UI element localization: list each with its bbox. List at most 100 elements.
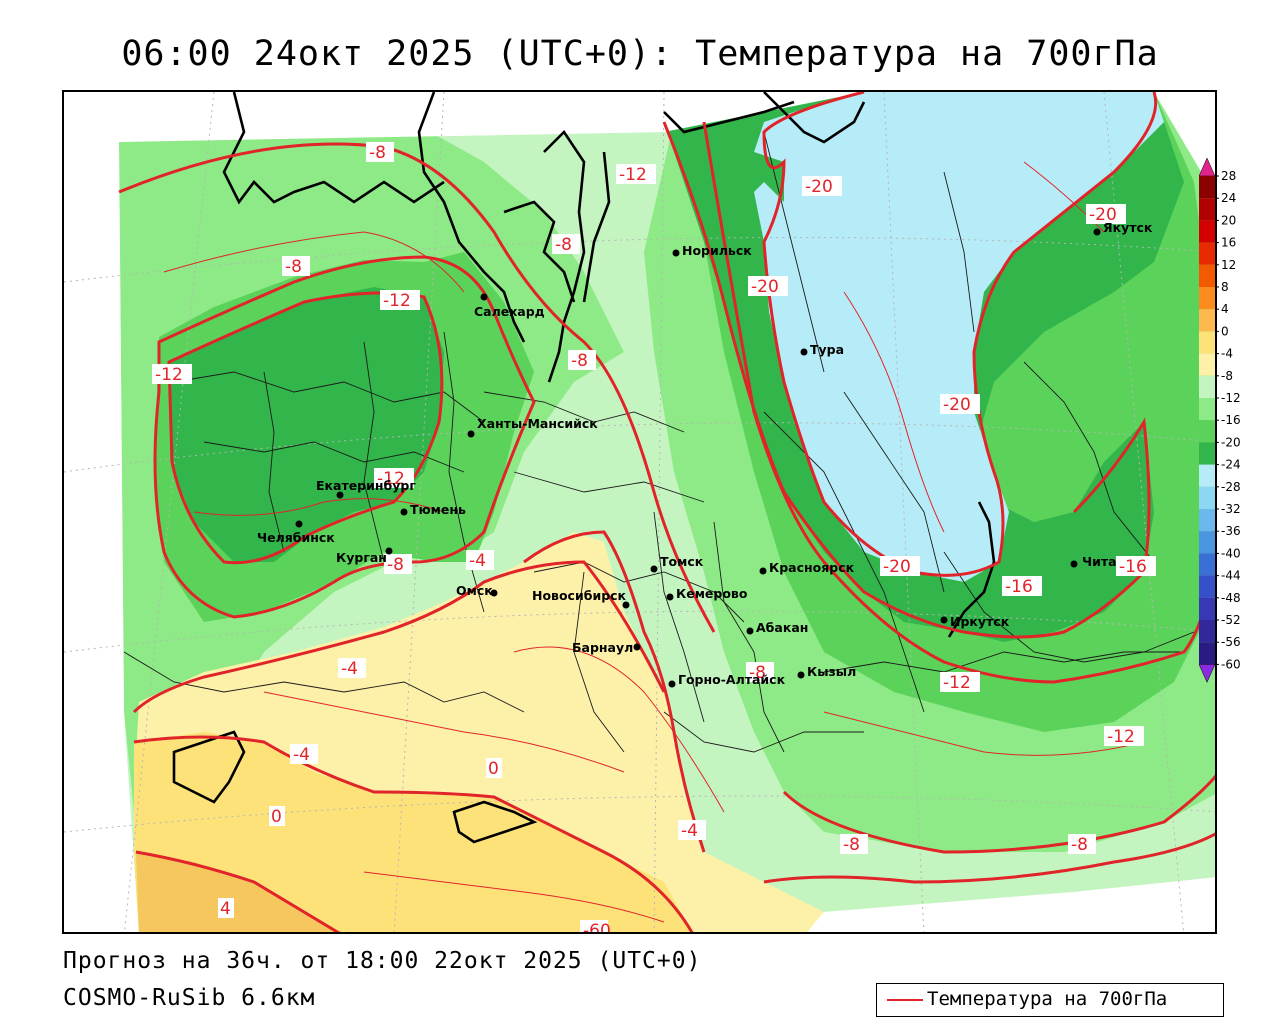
svg-text:-8: -8: [1071, 835, 1088, 855]
colorbar-tick-label: 8: [1221, 280, 1229, 294]
colorbar-cell: [1199, 420, 1215, 443]
colorbar-tick-label: 28: [1221, 169, 1236, 183]
colorbar-cell: [1199, 220, 1215, 243]
colorbar-cell: [1199, 553, 1215, 576]
isotherm-label: -4: [466, 550, 494, 571]
isotherm-label: -8: [840, 834, 868, 855]
svg-text:Новосибирск: Новосибирск: [532, 588, 627, 603]
isotherm-label: -4: [678, 820, 706, 841]
region-orange: [136, 852, 338, 932]
isotherm-label: -8: [568, 350, 596, 371]
svg-text:Тура: Тура: [810, 342, 844, 357]
region-cold-blue: [754, 92, 1164, 582]
forecast-info: Прогноз на 36ч. от 18:00 22окт 2025 (UTC…: [63, 948, 702, 974]
colorbar-cell: [1199, 509, 1215, 532]
city-kyzyl: Кызыл: [797, 664, 856, 679]
svg-text:Екатеринбург: Екатеринбург: [316, 478, 416, 493]
isotherm-label: -8: [384, 554, 412, 575]
city-khanty-mansiysk: Ханты-Мансийск: [467, 416, 598, 438]
colorbar-top-arrow: [1199, 158, 1216, 177]
city-tyumen: Тюмень: [400, 502, 466, 517]
svg-text:4: 4: [220, 899, 231, 919]
legend-label: Температура на 700гПа: [927, 988, 1168, 1010]
isotherm-label: -4: [338, 658, 366, 679]
isotherm-label: -20: [880, 556, 920, 577]
isotherm-label: -60: [580, 920, 611, 934]
isotherm-label: -12: [152, 364, 192, 385]
colorbar-cell: [1199, 531, 1215, 554]
colorbar-cell: [1199, 642, 1215, 665]
svg-text:-8: -8: [369, 143, 386, 163]
svg-text:-20: -20: [1089, 205, 1117, 225]
isotherm-label: -4: [290, 744, 318, 765]
svg-text:-60: -60: [583, 921, 611, 934]
city-krasnoyarsk: Красноярск: [759, 560, 855, 575]
svg-text:Салехард: Салехард: [474, 304, 545, 319]
colorbar-tick-label: 4: [1221, 302, 1229, 316]
colorbar-cell: [1199, 486, 1215, 509]
svg-text:-8: -8: [749, 663, 766, 683]
svg-text:-4: -4: [293, 745, 310, 765]
city-barnaul: Барнаул: [572, 640, 641, 655]
svg-text:-20: -20: [751, 277, 779, 297]
isotherm-label: -8: [746, 662, 774, 683]
city-salekhard: Салехард: [474, 293, 545, 319]
temperature-map: -8 -12 -20 -20 -8 -8 -12 -20 -12 -8 -20 …: [64, 92, 1215, 934]
colorbar-tick-label: -60: [1221, 657, 1241, 671]
svg-text:-20: -20: [943, 395, 971, 415]
region-outside-domain-south: [807, 877, 1215, 932]
svg-text:-12: -12: [1107, 727, 1135, 747]
svg-text:0: 0: [488, 759, 499, 779]
colorbar-tick-label: 12: [1221, 258, 1236, 272]
colorbar-tick-label: -4: [1221, 347, 1233, 361]
colorbar-tick-label: -56: [1221, 635, 1241, 649]
svg-text:Курган: Курган: [336, 550, 387, 565]
city-irkutsk: Иркутск: [940, 614, 1010, 629]
city-kurgan: Курган: [336, 547, 393, 565]
city-yakutsk: Якутск: [1093, 220, 1153, 236]
isotherm-label: -8: [552, 234, 580, 255]
colorbar-cell: [1199, 464, 1215, 487]
isotherm-label: 0: [486, 758, 502, 779]
colorbar-tick-label: -32: [1221, 502, 1241, 516]
colorbar-tick-label: -8: [1221, 369, 1233, 383]
isotherm-label: -8: [282, 256, 310, 277]
city-kemerovo: Кемерово: [666, 586, 748, 601]
svg-text:Барнаул: Барнаул: [572, 640, 633, 655]
svg-text:Абакан: Абакан: [756, 620, 808, 635]
isotherm-label: -12: [374, 468, 414, 489]
isotherm-label: -12: [1104, 726, 1144, 747]
colorbar-tick-label: -24: [1221, 458, 1241, 472]
svg-text:Красноярск: Красноярск: [769, 560, 855, 575]
city-gorno-altaysk: Горно-Алтайск: [668, 672, 786, 688]
admin-borders: [123, 131, 1195, 753]
colorbar-tick-label: -52: [1221, 613, 1241, 627]
isotherm-label: 0: [269, 806, 285, 827]
region-yellow: [134, 732, 692, 932]
isotherm-label: -20: [940, 394, 980, 415]
isotherm-labels: -8 -12 -20 -20 -8 -8 -12 -20 -12 -8 -20 …: [152, 142, 1156, 934]
map-panel: -8 -12 -20 -20 -8 -8 -12 -20 -12 -8 -20 …: [62, 90, 1217, 934]
svg-text:Якутск: Якутск: [1103, 220, 1153, 235]
model-name: COSMO-RuSib 6.6км: [63, 985, 316, 1011]
colorbar-tick-label: -12: [1221, 391, 1241, 405]
colorbar-cell: [1199, 575, 1215, 598]
city-abakan: Абакан: [746, 620, 808, 635]
colorbar-tick-label: -44: [1221, 569, 1241, 583]
colorbar-tick-label: 0: [1221, 324, 1229, 338]
svg-text:Кызыл: Кызыл: [807, 664, 856, 679]
svg-text:Иркутск: Иркутск: [950, 614, 1010, 629]
svg-text:Тюмень: Тюмень: [410, 502, 466, 517]
isotherm-label: -20: [1086, 204, 1126, 225]
svg-text:-4: -4: [341, 659, 358, 679]
colorbar-cell: [1199, 375, 1215, 398]
svg-text:-12: -12: [619, 165, 647, 185]
map-title: 06:00 24окт 2025 (UTC+0): Температура на…: [121, 34, 1159, 74]
svg-text:-16: -16: [1005, 577, 1033, 597]
colorbar-tick-label: 24: [1221, 191, 1236, 205]
colorbar-ticks: 28 24 20 16 12 8 4 0 -4 -8 -12 -16 -20 -24 -28 -32 -36 -4…: [1215, 169, 1241, 671]
city-chelyabinsk: Челябинск: [257, 520, 335, 545]
svg-text:-8: -8: [285, 257, 302, 277]
colorbar-tick-label: -48: [1221, 591, 1241, 605]
colorbar-cell: [1199, 620, 1215, 643]
